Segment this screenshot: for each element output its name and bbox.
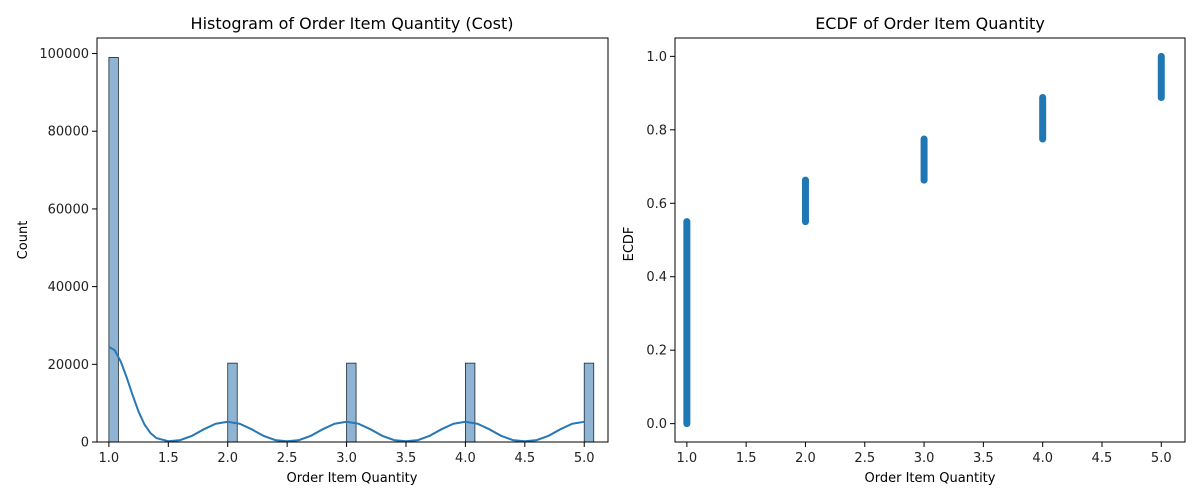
ecdf-x-tick-label: 3.0: [914, 451, 935, 466]
ecdf-title: ECDF of Order Item Quantity: [815, 14, 1045, 33]
ecdf-x-tick-label: 4.0: [1032, 451, 1053, 466]
ecdf-y-tick-label: 0.8: [646, 123, 667, 138]
ecdf-x-tick-label: 1.5: [736, 451, 757, 466]
histogram-x-tick-label: 4.0: [455, 451, 476, 466]
ecdf-x-axis-label: Order Item Quantity: [865, 471, 996, 486]
histogram-y-tick-label: 80000: [48, 125, 89, 140]
ecdf-y-tick-label: 1.0: [646, 50, 667, 65]
histogram-x-tick-label: 3.5: [396, 451, 417, 466]
histogram-axes: 1.0 1.5 2.0 2.5 3.0 3.5 4.0 4.5 5.0 0 20000 40000 60…: [39, 47, 594, 466]
histogram-title: Histogram of Order Item Quantity (Cost): [191, 14, 514, 33]
histogram-y-tick-label: 0: [81, 436, 89, 451]
histogram-x-tick-label: 1.0: [99, 451, 120, 466]
ecdf-y-tick-label: 0.0: [646, 417, 667, 432]
ecdf-y-axis-label: ECDF: [622, 227, 637, 262]
ecdf-axes: 1.0 1.5 2.0 2.5 3.0 3.5 4.0 4.5 5.0 0.0 0.2 0.4 0.6 0…: [646, 50, 1171, 466]
histogram-y-axis-label: Count: [16, 221, 31, 260]
histogram-y-tick-label: 100000: [39, 47, 89, 62]
histogram-x-axis-label: Order Item Quantity: [287, 471, 418, 486]
ecdf-x-tick-label: 4.5: [1092, 451, 1113, 466]
ecdf-panel: ECDF of Order Item Quantity Order Item Q…: [622, 14, 1186, 486]
ecdf-x-tick-label: 3.5: [973, 451, 994, 466]
ecdf-point-columns: [683, 52, 1165, 428]
histogram-bar: [108, 57, 119, 443]
histogram-frame: [96, 37, 609, 443]
histogram-x-tick-label: 1.5: [158, 451, 179, 466]
histogram-x-tick-label: 2.0: [217, 451, 238, 466]
histogram-y-tick-label: 40000: [48, 280, 89, 295]
ecdf-x-tick-label: 2.5: [854, 451, 875, 466]
ecdf-y-tick-label: 0.2: [646, 344, 667, 359]
histogram-kde-line: [108, 345, 585, 443]
ecdf-x-tick-label: 1.0: [677, 451, 698, 466]
ecdf-y-tick-label: 0.4: [646, 270, 667, 285]
histogram-panel: Histogram of Order Item Quantity (Cost) …: [16, 14, 609, 486]
histogram-bar: [227, 362, 238, 443]
ecdf-x-tick-label: 2.0: [795, 451, 816, 466]
histogram-bar: [464, 362, 476, 443]
histogram-x-tick-label: 4.5: [514, 451, 535, 466]
histogram-x-tick-label: 3.0: [336, 451, 357, 466]
ecdf-y-tick-label: 0.6: [646, 197, 667, 212]
histogram-x-tick-label: 5.0: [574, 451, 595, 466]
histogram-bar: [583, 362, 595, 443]
histogram-y-tick-label: 60000: [48, 202, 89, 217]
histogram-x-tick-label: 2.5: [277, 451, 298, 466]
histogram-bar: [346, 362, 357, 443]
ecdf-x-tick-label: 5.0: [1151, 451, 1172, 466]
ecdf-frame: [674, 37, 1186, 443]
histogram-y-tick-label: 20000: [48, 358, 89, 373]
